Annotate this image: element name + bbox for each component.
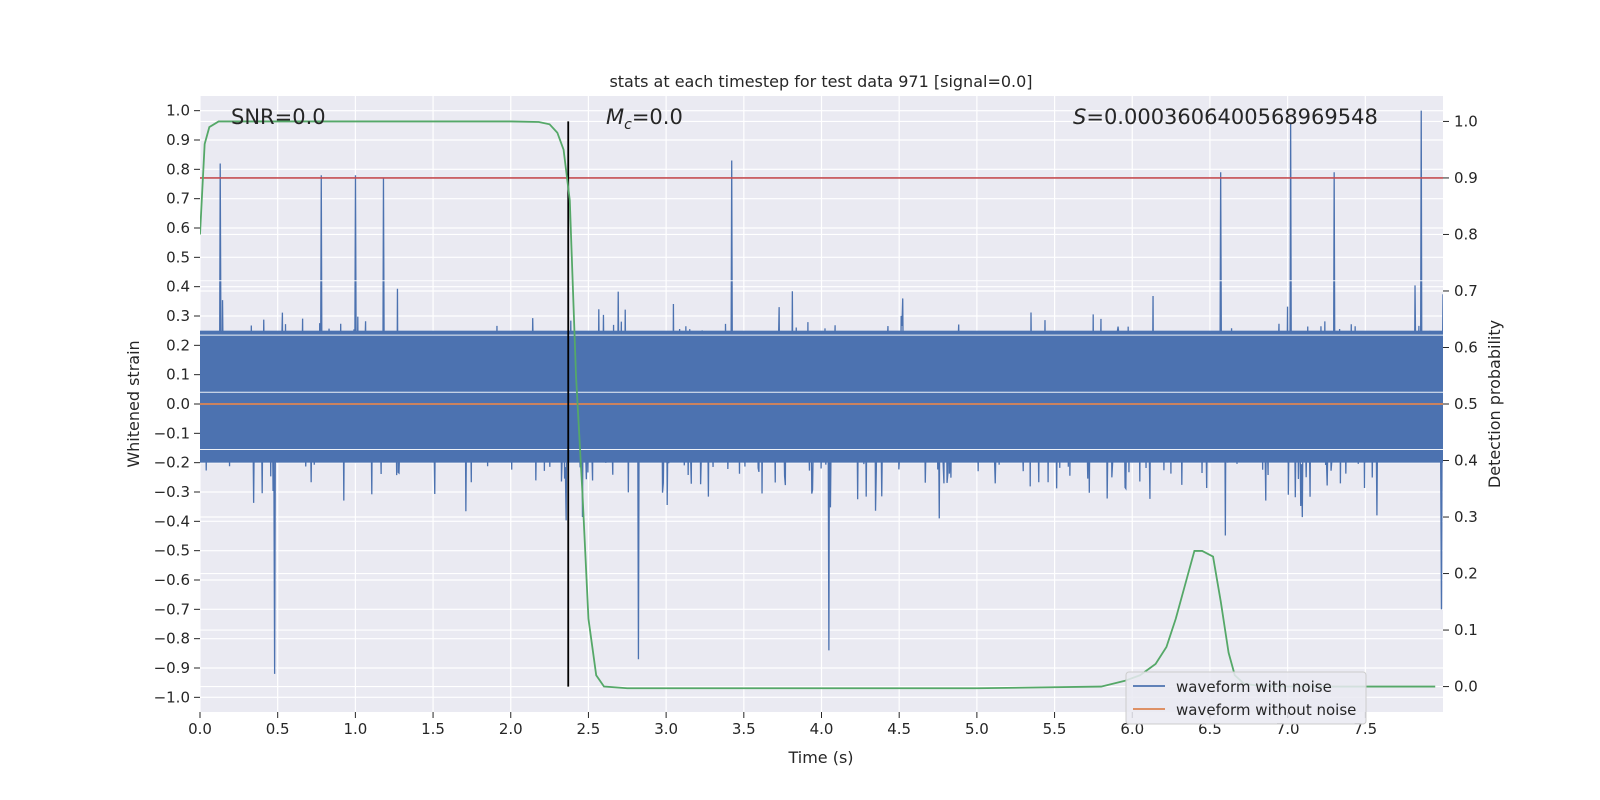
legend-label-clean: waveform without noise [1176, 701, 1356, 719]
y-tick-label: 0.1 [166, 366, 190, 384]
y-tick-label: −0.5 [154, 542, 190, 560]
y-tick-label: 0.6 [166, 219, 190, 237]
y-tick-label: 0.8 [166, 160, 190, 178]
y-tick-label: 0.3 [166, 307, 190, 325]
y2-tick-label: 0.0 [1454, 678, 1478, 696]
chirp-mass-annotation: Mc=0.0 [606, 105, 683, 133]
series-layer [200, 110, 1443, 690]
y2-axis-title: Detection probability [1485, 320, 1504, 488]
y-tick-label: −1.0 [154, 688, 190, 706]
x-tick-label: 0.0 [188, 720, 212, 738]
statistic-annotation: S=0.0003606400568969548 [1073, 105, 1378, 129]
x-tick-label: 4.0 [810, 720, 834, 738]
y-tick-label: −0.4 [154, 512, 190, 530]
detection-probability-line [200, 120, 1436, 690]
x-tick-label: 2.5 [577, 720, 601, 738]
y2-tick-label: 0.1 [1454, 621, 1478, 639]
y-tick-label: −0.8 [154, 630, 190, 648]
x-axis-title: Time (s) [787, 748, 853, 767]
x-tick-label: 4.5 [887, 720, 911, 738]
ticks: 1.0 0.9 0.8 0.7 0.6 0.5 0.4 0.3 0.2 0.1 0.0 −0.1 −0.… [154, 102, 1478, 738]
legend: waveform with noise waveform without noi… [1125, 671, 1367, 725]
y-tick-label: 0.0 [166, 395, 190, 413]
y2-tick-label: 0.8 [1454, 225, 1478, 243]
y2-tick-label: 0.4 [1454, 452, 1478, 470]
x-tick-label: 1.0 [343, 720, 367, 738]
x-tick-label: 1.5 [421, 720, 445, 738]
noise-waveform-dense-band [200, 330, 1443, 463]
y-tick-label: 0.9 [166, 131, 190, 149]
y-tick-label: −0.2 [154, 454, 190, 472]
x-tick-label: 3.0 [654, 720, 678, 738]
snr-annotation: SNR=0.0 [231, 105, 326, 129]
y2-tick-label: 0.9 [1454, 169, 1478, 187]
x-tick-label: 3.5 [732, 720, 756, 738]
y-tick-label: −0.1 [154, 424, 190, 442]
y-tick-label: −0.9 [154, 659, 190, 677]
y2-tick-label: 1.0 [1454, 112, 1478, 130]
legend-label-noise: waveform with noise [1176, 678, 1332, 696]
y-tick-label: −0.6 [154, 571, 190, 589]
x-tick-label: 0.5 [266, 720, 290, 738]
y2-tick-label: 0.3 [1454, 508, 1478, 526]
y2-tick-label: 0.2 [1454, 565, 1478, 583]
y-tick-label: 0.2 [166, 336, 190, 354]
y-tick-label: −0.3 [154, 483, 190, 501]
y-axis-title: Whitened strain [124, 340, 143, 467]
x-tick-label: 5.0 [965, 720, 989, 738]
y-tick-label: 1.0 [166, 102, 190, 120]
chart-title: stats at each timestep for test data 971… [609, 72, 1032, 91]
y2-tick-label: 0.5 [1454, 395, 1478, 413]
legend-box [1125, 671, 1367, 725]
y-tick-label: 0.4 [166, 278, 190, 296]
y-tick-label: 0.7 [166, 190, 190, 208]
y-tick-label: 0.5 [166, 248, 190, 266]
y2-tick-label: 0.7 [1454, 282, 1478, 300]
y-tick-label: −0.7 [154, 600, 190, 618]
y2-tick-label: 0.6 [1454, 338, 1478, 356]
x-tick-label: 5.5 [1043, 720, 1067, 738]
x-tick-label: 2.0 [499, 720, 523, 738]
